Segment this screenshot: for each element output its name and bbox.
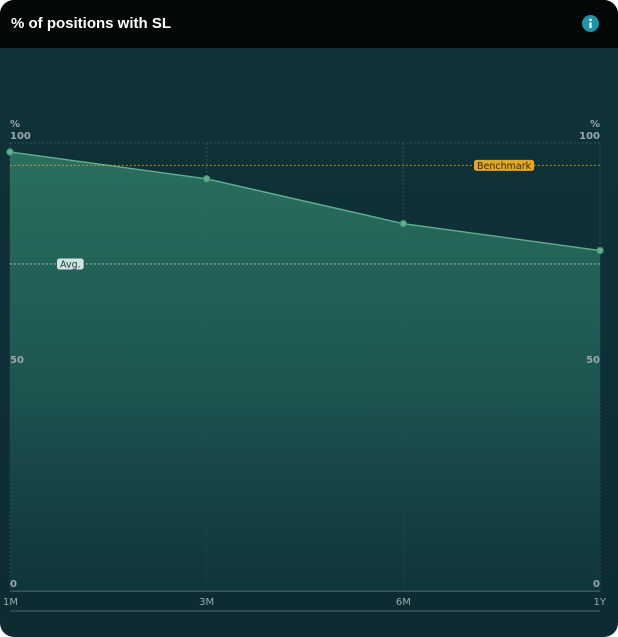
y-tick-label-left: 100	[10, 131, 31, 142]
y-tick-label-left: 0	[10, 579, 17, 590]
area-series	[9, 151, 601, 591]
y-tick-label-right: 0	[593, 579, 600, 590]
y-tick-label-right: 50	[586, 355, 600, 366]
data-point-6m	[399, 219, 408, 228]
reference-lines: Benchmark Avg.	[10, 159, 600, 270]
info-icon[interactable]	[582, 15, 599, 32]
y-unit-right: %	[590, 119, 600, 130]
data-points	[6, 148, 604, 255]
x-tick-label: 1M	[3, 597, 18, 608]
data-point-3m	[202, 175, 211, 183]
average-label: Avg.	[57, 258, 84, 270]
x-tick-label: 1Y	[594, 597, 607, 608]
y-unit-left: %	[10, 119, 20, 130]
data-point-1m	[6, 148, 14, 156]
series-line	[9, 151, 601, 252]
x-tick-label: 3M	[199, 597, 214, 608]
y-tick-label-right: 100	[579, 131, 600, 142]
benchmark-label: Benchmark	[474, 159, 535, 172]
area-fill	[10, 151, 600, 591]
y-tick-label-left: 50	[10, 355, 24, 366]
data-point-1y	[596, 246, 604, 255]
card-title: % of positions with SL	[11, 15, 171, 32]
card-header: % of positions with SL	[0, 0, 618, 48]
area-chart: Benchmark Avg. 1M 3M 6M 1Y 0 0 50 50 100 100%%	[3, 119, 607, 612]
x-tick-label: 6M	[396, 597, 411, 608]
svg-text:Avg.: Avg.	[60, 259, 81, 270]
axis-labels: 1M 3M 6M 1Y 0 0 50 50 100 100%%	[3, 119, 607, 608]
svg-text:Benchmark: Benchmark	[477, 161, 532, 172]
